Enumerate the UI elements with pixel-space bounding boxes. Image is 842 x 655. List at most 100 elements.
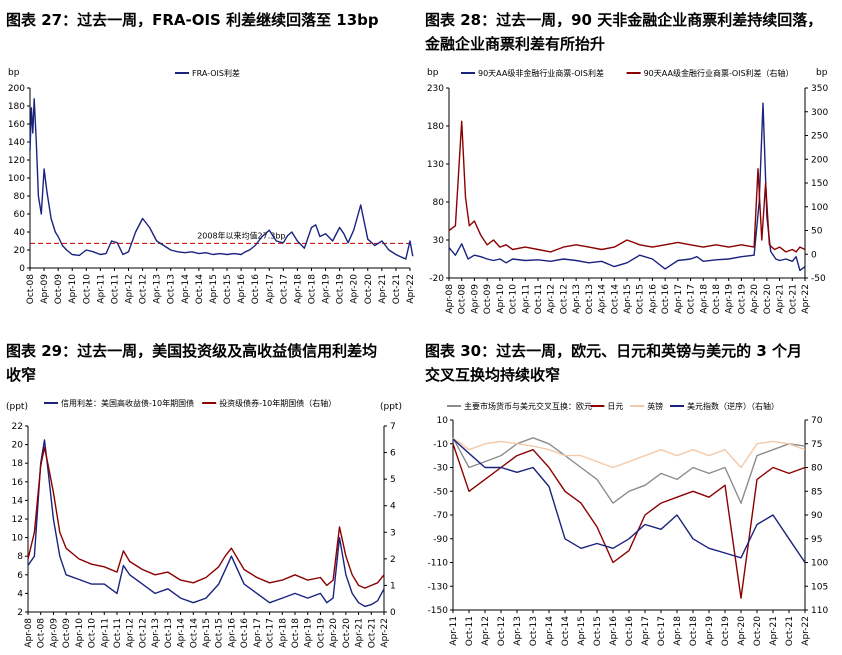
- y-tick-label: 0: [19, 264, 25, 274]
- y-tick-label: 20: [14, 246, 26, 256]
- y-tick-label: 200: [8, 84, 25, 94]
- y-tick-label: -150: [428, 606, 449, 616]
- x-tick-label: Apr-12: [126, 618, 136, 648]
- x-tick-label: Apr-19: [725, 284, 735, 314]
- x-tick-label: Apr-15: [577, 616, 587, 646]
- x-tick-label: Apr-08: [24, 618, 34, 648]
- y-right-tick-label: 100: [811, 203, 828, 213]
- y-tick-label: -130: [428, 582, 449, 592]
- y-right-tick-label: 3: [390, 528, 396, 538]
- y-right-tick-label: 6: [390, 449, 396, 459]
- chart-27-svg: 0 20 40 60 80 100 120 140 160 180 200 Oct-08 Apr-09 O…: [8, 68, 416, 304]
- y-right-tick-label: 100: [811, 559, 828, 569]
- unit-label: (ppt): [6, 402, 28, 412]
- chart-30-svg: -150 -130 -110 -90 -70 -50 -30 -10 10 70 75 80 85 90 9…: [428, 401, 829, 647]
- x-tick-label: Oct-08: [37, 618, 47, 649]
- x-tick-label: Oct-12: [138, 618, 148, 648]
- x-tick-label: Oct-13: [164, 618, 174, 648]
- x-tick-label: Oct-21: [392, 274, 402, 304]
- y-right-tick-label: 90: [811, 511, 823, 521]
- x-tick-label: Oct-16: [625, 616, 635, 647]
- y-right-tick-label: 50: [811, 227, 823, 237]
- x-tick-label: Apr-22: [380, 618, 390, 648]
- x-tick-label: Apr-16: [648, 284, 658, 314]
- x-tick-label: Oct-11: [465, 616, 475, 646]
- x-tick-label: Oct-14: [610, 284, 620, 315]
- x-tick-label: Apr-12: [547, 284, 557, 314]
- y-right-tick-label: 5: [390, 475, 396, 485]
- y-tick-label: 120: [8, 156, 25, 166]
- x-tick-label: Apr-16: [609, 616, 619, 646]
- x-tick-label: Apr-14: [598, 284, 608, 314]
- chart-title: 图表 28：过去一周，90 天非金融企业商票利差持续回落， 金融企业商票利差有所…: [425, 11, 823, 53]
- x-tick-label: Apr-14: [177, 618, 187, 648]
- legend-label: 日元: [607, 402, 623, 411]
- x-tick-label: Oct-12: [139, 274, 149, 304]
- y-tick-label: 12: [12, 515, 23, 525]
- x-tick-label: Oct-17: [657, 616, 667, 646]
- y-tick-label: -70: [433, 511, 448, 521]
- x-tick-label: Apr-20: [737, 616, 747, 646]
- x-tick-label: Oct-19: [737, 284, 747, 315]
- x-tick-label: Apr-13: [151, 618, 161, 648]
- y-right-tick-label: 95: [811, 535, 822, 545]
- y-tick-label: 22: [12, 422, 23, 432]
- y-tick-label: 10: [12, 534, 24, 544]
- y-right-tick-label: 250: [811, 132, 828, 142]
- y-tick-label: -10: [433, 440, 448, 450]
- x-tick-label: Oct-18: [291, 618, 301, 649]
- x-tick-label: Apr-20: [350, 274, 360, 304]
- x-tick-label: Apr-12: [125, 274, 135, 304]
- x-tick-label: Oct-11: [534, 284, 544, 314]
- x-tick-label: Oct-10: [88, 618, 98, 649]
- chart-title: 图表 30：过去一周，欧元、日元和英镑与美元的 3 个月 交叉互换均持续收窄: [425, 342, 802, 384]
- x-tick-label: Oct-20: [342, 618, 352, 649]
- x-tick-label: Oct-19: [721, 616, 731, 647]
- y-tick-label: 4: [17, 589, 23, 599]
- y-tick-label: 20: [12, 441, 24, 451]
- x-tick-label: Apr-08: [445, 284, 455, 314]
- legend-label: 投资级债券-10年期国债（右轴）: [219, 398, 336, 408]
- y-right-tick-label: 70: [811, 416, 823, 426]
- x-tick-label: Oct-17: [687, 284, 697, 314]
- y-tick-label: 180: [427, 122, 444, 132]
- x-tick-label: Oct-18: [689, 616, 699, 647]
- y-right-tick-label: 80: [811, 464, 823, 474]
- x-tick-label: Apr-14: [545, 616, 555, 646]
- legend-label: 英镑: [647, 401, 663, 411]
- x-tick-label: Oct-11: [113, 618, 123, 648]
- x-tick-label: Apr-10: [496, 284, 506, 314]
- x-tick-label: Oct-20: [753, 616, 763, 647]
- x-tick-label: Oct-13: [167, 274, 177, 304]
- x-tick-label: Apr-11: [96, 274, 106, 304]
- legend-label: 主要市场货币与美元交叉互换：欧元: [464, 401, 592, 411]
- series-line: [27, 446, 385, 589]
- y-tick-label: 80: [433, 198, 445, 208]
- y-right-tick-label: 85: [811, 487, 822, 497]
- x-tick-label: Apr-13: [513, 616, 523, 646]
- y-tick-label: -20: [429, 274, 444, 284]
- y-tick-label: 100: [8, 174, 25, 184]
- y-tick-label: 14: [12, 496, 24, 506]
- x-tick-label: Oct-15: [636, 284, 646, 314]
- y-tick-label: 130: [427, 160, 444, 170]
- y-right-tick-label: 0: [811, 250, 817, 260]
- x-tick-label: Apr-14: [181, 274, 191, 304]
- x-tick-label: Apr-18: [673, 616, 683, 646]
- x-tick-label: Oct-21: [788, 284, 798, 314]
- x-tick-label: Apr-22: [406, 274, 416, 304]
- series-line: [452, 443, 806, 599]
- y-tick-label: 80: [14, 192, 26, 202]
- unit-label-right: (ppt): [380, 402, 402, 412]
- x-tick-label: Apr-09: [40, 274, 50, 304]
- legend-label: 美元指数（逆序）（右轴）: [687, 401, 779, 411]
- x-tick-label: Oct-20: [763, 284, 773, 315]
- y-tick-label: 8: [17, 552, 23, 562]
- x-tick-label: Apr-16: [227, 618, 237, 648]
- y-tick-label: 180: [8, 102, 25, 112]
- x-tick-label: Apr-22: [801, 284, 811, 314]
- y-right-tick-label: 150: [811, 179, 828, 189]
- series-line: [452, 438, 806, 563]
- legend-label: 90天AA级金融行业商票-OIS利差（右轴）: [644, 68, 794, 78]
